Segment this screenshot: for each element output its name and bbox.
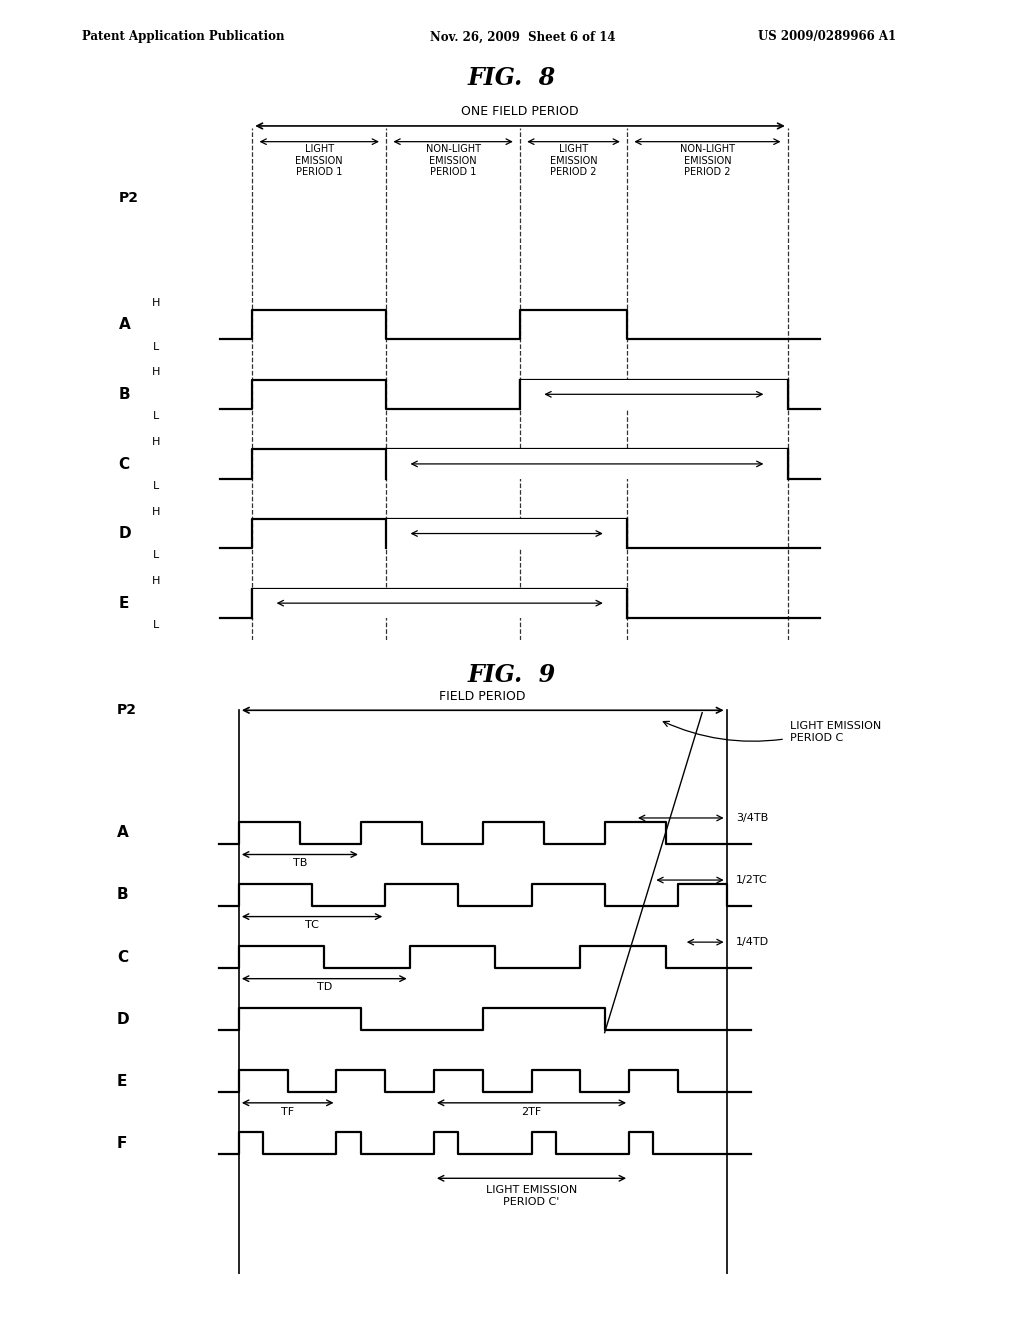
Text: TF: TF [282,1106,294,1117]
Text: H: H [152,577,160,586]
Text: 1/4TD: 1/4TD [736,937,769,948]
Text: 2TF: 2TF [521,1106,542,1117]
Text: NON-LIGHT
EMISSION
PERIOD 2: NON-LIGHT EMISSION PERIOD 2 [680,144,735,177]
Text: L: L [153,411,159,421]
Text: FIELD PERIOD: FIELD PERIOD [439,690,526,704]
Text: C: C [119,457,130,471]
Text: H: H [152,507,160,516]
Text: ONE FIELD PERIOD: ONE FIELD PERIOD [461,104,579,117]
Text: A: A [117,825,129,841]
FancyBboxPatch shape [386,449,787,479]
Text: LIGHT
EMISSION
PERIOD 1: LIGHT EMISSION PERIOD 1 [296,144,343,177]
Text: 3/4TB: 3/4TB [736,813,769,822]
Text: D: D [119,527,131,541]
Text: TB: TB [293,858,307,869]
Text: D: D [117,1011,130,1027]
Text: F: F [117,1135,127,1151]
Text: TC: TC [305,920,319,931]
Text: H: H [152,367,160,378]
Text: Nov. 26, 2009  Sheet 6 of 14: Nov. 26, 2009 Sheet 6 of 14 [430,30,615,44]
Text: FIG.  9: FIG. 9 [468,663,556,686]
Text: L: L [153,550,159,561]
FancyBboxPatch shape [252,589,627,618]
Text: E: E [119,595,129,611]
Text: P2: P2 [119,191,138,205]
Text: H: H [152,298,160,308]
Text: L: L [153,480,159,491]
Text: LIGHT EMISSION
PERIOD C': LIGHT EMISSION PERIOD C' [485,1185,578,1206]
Text: FIG.  8: FIG. 8 [468,66,556,90]
Text: LIGHT EMISSION
PERIOD C: LIGHT EMISSION PERIOD C [790,721,882,743]
Text: C: C [117,949,128,965]
Text: H: H [152,437,160,447]
Text: 1/2TC: 1/2TC [736,875,768,884]
Text: L: L [153,342,159,351]
Text: Patent Application Publication: Patent Application Publication [82,30,285,44]
Text: US 2009/0289966 A1: US 2009/0289966 A1 [758,30,896,44]
FancyBboxPatch shape [520,380,787,409]
Text: TD: TD [316,982,332,993]
FancyBboxPatch shape [386,519,627,548]
Text: E: E [117,1073,127,1089]
Text: L: L [153,620,159,630]
Text: NON-LIGHT
EMISSION
PERIOD 1: NON-LIGHT EMISSION PERIOD 1 [426,144,480,177]
Text: LIGHT
EMISSION
PERIOD 2: LIGHT EMISSION PERIOD 2 [550,144,597,177]
Text: P2: P2 [117,704,137,717]
Text: A: A [119,317,130,333]
Text: B: B [117,887,129,903]
Text: B: B [119,387,130,403]
